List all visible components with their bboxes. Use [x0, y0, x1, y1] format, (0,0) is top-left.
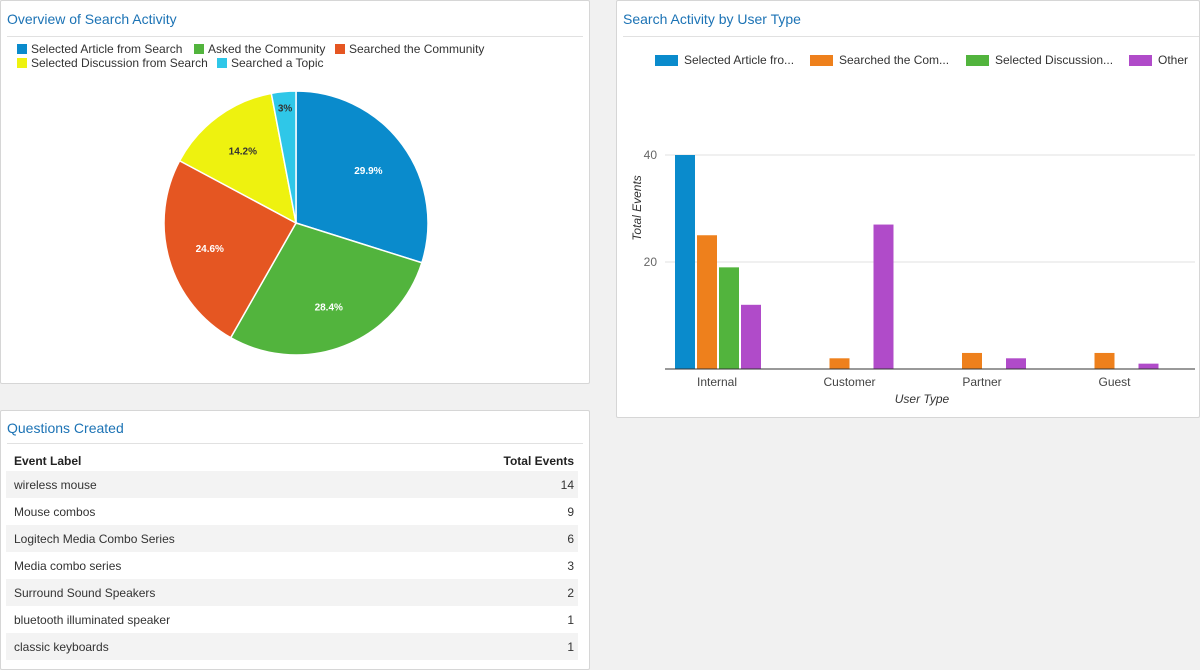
pie-slice-label-3: 24.6% [196, 244, 224, 255]
pie-slice-4[interactable] [178, 92, 298, 225]
row-label: bluetooth illuminated speaker [14, 613, 171, 627]
pie-slice-2[interactable] [229, 222, 423, 356]
row-label: classic keyboards [14, 640, 109, 654]
table-row[interactable]: Media combo series 3 [6, 552, 578, 579]
row-total: 6 [567, 532, 574, 546]
bar-legend-label-1: Selected Article fro... [684, 53, 795, 67]
bar-internal-3[interactable] [719, 267, 739, 369]
pie-slice-1[interactable] [295, 90, 429, 264]
pie-slice-3[interactable] [163, 159, 298, 339]
bar-guest-4[interactable] [1138, 363, 1159, 369]
pie-card: Overview of Search Activity Selected Art… [0, 0, 590, 384]
questions-card-title: Questions Created [7, 420, 124, 436]
bar-legend-label-4: Other [1158, 53, 1189, 67]
bar-legend-swatch-1 [655, 54, 678, 66]
table-row[interactable]: Mouse combos 9 [6, 498, 578, 525]
pie-legend-swatch-1 [17, 44, 27, 54]
pie-legend-label-2: Asked the Community [208, 42, 326, 56]
y-axis-title: Total Events [630, 175, 644, 241]
bar-legend-item-4[interactable]: Other [1129, 53, 1188, 67]
questions-title-divider [7, 443, 583, 444]
bar-legend-item-1[interactable]: Selected Article fro... [655, 53, 794, 67]
pie-card-title: Overview of Search Activity [7, 11, 177, 27]
row-total: 2 [567, 586, 574, 600]
pie-legend-swatch-5 [217, 58, 227, 68]
table-row[interactable]: wireless mouse 14 [6, 471, 578, 498]
bar-chart: 20 40 Internal Customer Partner Guest User Typ… [630, 148, 1195, 406]
bar-legend-label-2: Searched the Com... [839, 53, 950, 67]
bar-customer-2[interactable] [829, 358, 850, 369]
bar-partner-2[interactable] [962, 352, 982, 369]
bar-partner-4[interactable] [1006, 358, 1026, 369]
row-label: Logitech Media Combo Series [14, 532, 175, 546]
bar-card: Search Activity by User Type Selected Ar… [616, 0, 1200, 418]
bar-title-divider [623, 36, 1199, 37]
row-label: Media combo series [14, 559, 122, 573]
bar-legend-label-3: Selected Discussion... [995, 53, 1114, 67]
row-total: 3 [567, 559, 574, 573]
bar-legend-swatch-4 [1129, 54, 1152, 66]
pie-legend-item-2[interactable]: Asked the Community [194, 42, 325, 56]
x-axis-title: User Type [895, 392, 950, 406]
table-row[interactable]: Logitech Media Combo Series 6 [6, 525, 578, 552]
table-row[interactable]: classic keyboards 1 [6, 633, 578, 660]
row-total: 14 [560, 478, 574, 492]
pie-legend-item-3[interactable]: Searched the Community [335, 42, 484, 56]
row-total: 1 [567, 640, 574, 654]
pie-title-divider [7, 36, 583, 37]
bar-internal-4[interactable] [741, 304, 761, 369]
bar-legend-item-3[interactable]: Selected Discussion... [966, 53, 1113, 67]
pie-legend-label-1: Selected Article from Search [31, 42, 183, 56]
pie-slice-label-4: 14.2% [229, 147, 257, 158]
pie-legend-item-5[interactable]: Searched a Topic [217, 56, 324, 70]
pie-slice-label-5: 3% [278, 103, 293, 114]
x-tick-label-internal: Internal [697, 375, 737, 389]
pie-slice-label-1: 29.9% [354, 166, 382, 177]
table-header: Event Label Total Events [6, 451, 578, 471]
pie-legend-label-5: Searched a Topic [231, 56, 324, 70]
row-total: 1 [567, 613, 574, 627]
bar-card-title: Search Activity by User Type [623, 11, 801, 27]
row-label: Surround Sound Speakers [14, 586, 156, 600]
pie-slice-5[interactable] [270, 90, 297, 224]
pie-legend-item-4[interactable]: Selected Discussion from Search [17, 56, 208, 70]
pie-legend-swatch-3 [335, 44, 345, 54]
col-header-event-label[interactable]: Event Label [14, 454, 82, 468]
pie-legend-label-3: Searched the Community [349, 42, 485, 56]
x-tick-label-customer: Customer [823, 375, 875, 389]
y-tick-label-1: 20 [644, 255, 658, 269]
y-tick-label-2: 40 [644, 148, 658, 162]
bar-legend-swatch-2 [810, 54, 833, 66]
table-row[interactable]: bluetooth illuminated speaker 1 [6, 606, 578, 633]
bar-guest-2[interactable] [1094, 352, 1115, 369]
col-header-total-events[interactable]: Total Events [503, 454, 574, 468]
bar-internal-1[interactable] [675, 155, 695, 369]
row-label: wireless mouse [14, 478, 97, 492]
x-tick-label-guest: Guest [1098, 375, 1131, 389]
table-row[interactable]: Surround Sound Speakers 2 [6, 579, 578, 606]
pie-legend-swatch-4 [17, 58, 27, 68]
pie-slice-label-2: 28.4% [315, 303, 343, 314]
x-tick-label-partner: Partner [962, 375, 1001, 389]
row-total: 9 [567, 505, 574, 519]
row-label: Mouse combos [14, 505, 96, 519]
pie-legend-swatch-2 [194, 44, 204, 54]
bar-legend-swatch-3 [966, 54, 989, 66]
pie-legend-item-1[interactable]: Selected Article from Search [17, 42, 182, 56]
pie-legend-label-4: Selected Discussion from Search [31, 56, 208, 70]
bar-customer-4[interactable] [873, 224, 894, 369]
bar-internal-2[interactable] [697, 235, 717, 369]
bar-legend-item-2[interactable]: Searched the Com... [810, 53, 949, 67]
